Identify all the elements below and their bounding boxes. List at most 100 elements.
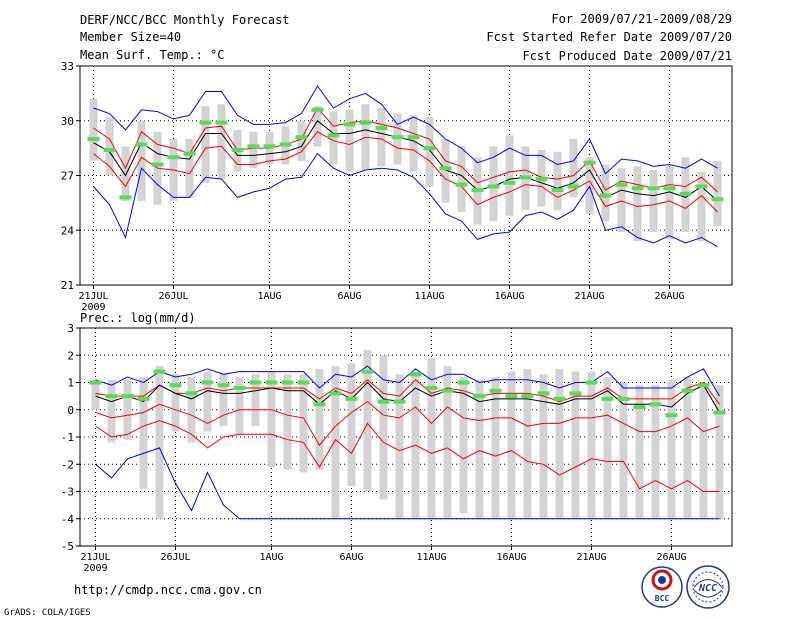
temp-obs-marker xyxy=(375,126,388,131)
temp-obs-marker xyxy=(183,151,196,156)
temp-obs-marker xyxy=(439,166,452,171)
temp-range-box xyxy=(457,146,466,212)
precip-plot-frame xyxy=(79,327,733,547)
temp-range-box xyxy=(665,166,674,240)
precip-range-box xyxy=(491,377,500,519)
temp-obs-marker xyxy=(215,120,228,125)
precip-range-box xyxy=(155,366,164,519)
precip-range-box xyxy=(667,379,676,519)
precip-obs-marker xyxy=(617,396,630,401)
precip-series-extreme-line xyxy=(95,447,720,520)
precip-obs-marker xyxy=(633,405,646,410)
temp-obs-marker xyxy=(135,142,148,147)
precip-range-box xyxy=(187,377,196,443)
temp-series-sd-line xyxy=(93,107,718,193)
temp-range-box xyxy=(201,106,210,183)
temp-obs-marker xyxy=(327,133,340,138)
temp-obs-marker xyxy=(711,197,724,202)
temp-obs-marker xyxy=(599,193,612,198)
precip-series-mean-line xyxy=(95,381,720,413)
temp-obs-marker xyxy=(663,186,676,191)
forecast-produced-date: Fcst Produced Date 2009/07/21 xyxy=(522,49,732,63)
precip-range-box xyxy=(235,377,244,435)
temp-y-tick-label: 33 xyxy=(61,60,74,73)
precip-x-tick-label: 26JUL xyxy=(160,552,190,563)
temp-range-box xyxy=(553,151,562,211)
temp-obs-marker xyxy=(455,182,468,187)
temp-obs-marker xyxy=(407,135,420,140)
precip-x-tick-label: 16AUG xyxy=(496,552,526,563)
precip-obs-marker xyxy=(249,380,262,385)
temp-range-box xyxy=(329,111,338,165)
temp-series-extreme-line xyxy=(93,152,718,248)
precip-obs-marker xyxy=(425,385,438,390)
precip-range-box xyxy=(683,377,692,519)
temp-range-box xyxy=(377,107,386,167)
precip-obs-marker xyxy=(89,380,102,385)
precip-range-box xyxy=(443,366,452,519)
precip-obs-marker xyxy=(361,369,374,374)
precip-range-box xyxy=(523,368,532,519)
temp-obs-marker xyxy=(295,135,308,140)
forecast-range: For 2009/07/21-2009/08/29 xyxy=(551,12,732,26)
temp-y-tick-label: 30 xyxy=(61,115,74,128)
precip-obs-marker xyxy=(233,385,246,390)
temp-x-tick-label: 26JUL xyxy=(158,291,188,302)
temp-obs-marker xyxy=(615,182,628,187)
precip-range-box xyxy=(651,385,660,519)
precip-obs-marker xyxy=(153,369,166,374)
temp-x-tick-label: 21AUG xyxy=(574,291,604,302)
temp-range-box xyxy=(697,171,706,242)
precip-y-tick-label: -1 xyxy=(61,431,74,444)
precip-obs-marker xyxy=(297,380,310,385)
temp-range-box xyxy=(89,98,98,161)
precip-range-box xyxy=(251,374,260,427)
precip-range-box xyxy=(571,371,580,519)
temp-range-box xyxy=(313,106,322,147)
precip-obs-marker xyxy=(521,394,534,399)
precip-obs-marker xyxy=(441,388,454,393)
precip-obs-marker xyxy=(489,388,502,393)
temp-obs-marker xyxy=(311,107,324,112)
precip-y-tick-label: 3 xyxy=(67,322,74,335)
bcc-logo-text: BCC xyxy=(655,594,670,603)
temp-obs-marker xyxy=(167,155,180,160)
temp-x-tick-year: 2009 xyxy=(81,302,105,313)
temp-range-box xyxy=(345,109,354,172)
temp-x-tick-label: 1AUG xyxy=(257,291,281,302)
precip-obs-marker xyxy=(505,394,518,399)
grads-credit: GrADS: COLA/IGES xyxy=(4,608,91,618)
precip-range-box xyxy=(395,374,404,519)
temp-obs-marker xyxy=(263,144,276,149)
temp-range-box xyxy=(105,117,114,176)
precip-y-tick-label: -2 xyxy=(61,458,74,471)
source-url[interactable]: http://cmdp.ncc.cma.gov.cn xyxy=(74,583,262,597)
precip-range-box xyxy=(635,385,644,519)
precip-range-box xyxy=(507,371,516,519)
precip-series-extreme-line xyxy=(95,365,720,397)
temp-x-tick-label: 11AUG xyxy=(414,291,444,302)
precip-range-box xyxy=(587,371,596,519)
temp-obs-marker xyxy=(151,162,164,167)
precip-obs-marker xyxy=(601,396,614,401)
precip-x-tick-label: 6AUG xyxy=(339,552,363,563)
temp-obs-marker xyxy=(199,120,212,125)
precip-series-sd-line xyxy=(95,420,720,492)
temp-obs-marker xyxy=(343,122,356,127)
precip-y-tick-label: 0 xyxy=(67,404,74,417)
precip-obs-marker xyxy=(457,380,470,385)
precip-obs-marker xyxy=(697,383,710,388)
temp-series-mean-line xyxy=(93,120,718,202)
precip-x-tick-label: 26AUG xyxy=(656,552,686,563)
precip-series-sd-line xyxy=(95,400,720,447)
precip-y-tick-label: 1 xyxy=(67,377,74,390)
temp-obs-marker xyxy=(119,195,132,200)
temp-obs-marker xyxy=(519,175,532,180)
precip-obs-marker xyxy=(137,396,150,401)
precip-obs-marker xyxy=(393,399,406,404)
temp-range-box xyxy=(249,131,258,169)
temp-range-box xyxy=(185,139,194,198)
precip-range-box xyxy=(475,379,484,519)
precip-range-box xyxy=(267,371,276,467)
